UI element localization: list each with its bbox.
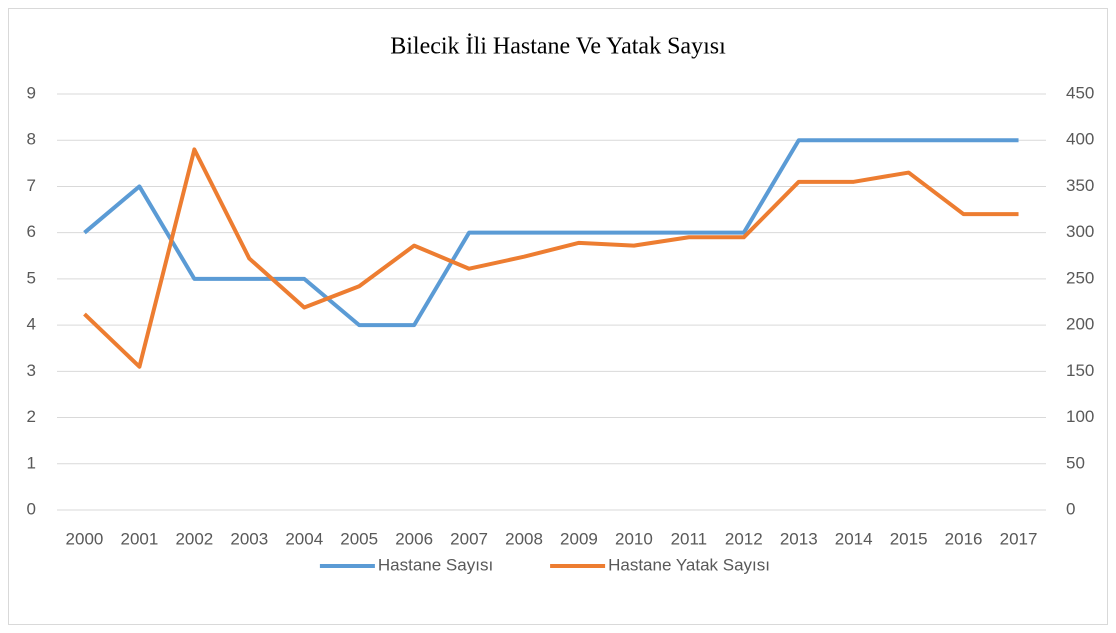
x-tick-label: 2013 xyxy=(780,529,818,548)
y2-tick-label: 0 xyxy=(1066,499,1075,518)
x-tick-label: 2002 xyxy=(175,529,213,548)
x-tick-label: 2012 xyxy=(725,529,763,548)
y-tick-label: 7 xyxy=(27,176,36,195)
y2-tick-label: 50 xyxy=(1066,453,1085,472)
x-tick-label: 2017 xyxy=(1000,529,1038,548)
series-line xyxy=(83,147,1019,369)
y-tick-label: 5 xyxy=(27,268,36,287)
y2-tick-label: 200 xyxy=(1066,315,1094,334)
chart-border xyxy=(8,8,1108,625)
x-tick-label: 2008 xyxy=(505,529,543,548)
y-tick-label: 8 xyxy=(27,130,36,149)
y-tick-label: 1 xyxy=(27,453,36,472)
x-tick-label: 2001 xyxy=(121,529,159,548)
x-tick-label: 2014 xyxy=(835,529,873,548)
y2-tick-label: 400 xyxy=(1066,130,1094,149)
y-tick-label: 0 xyxy=(27,499,36,518)
x-tick-label: 2000 xyxy=(66,529,104,548)
y2-tick-label: 350 xyxy=(1066,176,1094,195)
y2-tick-label: 300 xyxy=(1066,222,1094,241)
x-tick-label: 2003 xyxy=(230,529,268,548)
y2-tick-label: 450 xyxy=(1066,83,1094,102)
x-tick-label: 2007 xyxy=(450,529,488,548)
y2-tick-label: 150 xyxy=(1066,361,1094,380)
x-tick-label: 2006 xyxy=(395,529,433,548)
series-line xyxy=(83,138,1019,328)
legend-label: Hastane Sayısı xyxy=(378,555,493,574)
x-tick-label: 2011 xyxy=(671,529,708,548)
y-tick-label: 3 xyxy=(27,361,36,380)
y-tick-label: 6 xyxy=(27,222,36,241)
x-tick-label: 2004 xyxy=(285,529,323,548)
x-tick-label: 2010 xyxy=(615,529,653,548)
y-tick-label: 9 xyxy=(27,83,36,102)
legend-label: Hastane Yatak Sayısı xyxy=(608,555,770,574)
y2-tick-label: 100 xyxy=(1066,407,1094,426)
y2-tick-label: 250 xyxy=(1066,268,1094,287)
x-tick-label: 2005 xyxy=(340,529,378,548)
chart-title: Bilecik İli Hastane Ve Yatak Sayısı xyxy=(390,34,726,60)
x-tick-label: 2009 xyxy=(560,529,598,548)
x-tick-label: 2016 xyxy=(945,529,983,548)
x-tick-label: 2015 xyxy=(890,529,928,548)
y-tick-label: 2 xyxy=(27,407,36,426)
y-tick-label: 4 xyxy=(27,315,36,334)
